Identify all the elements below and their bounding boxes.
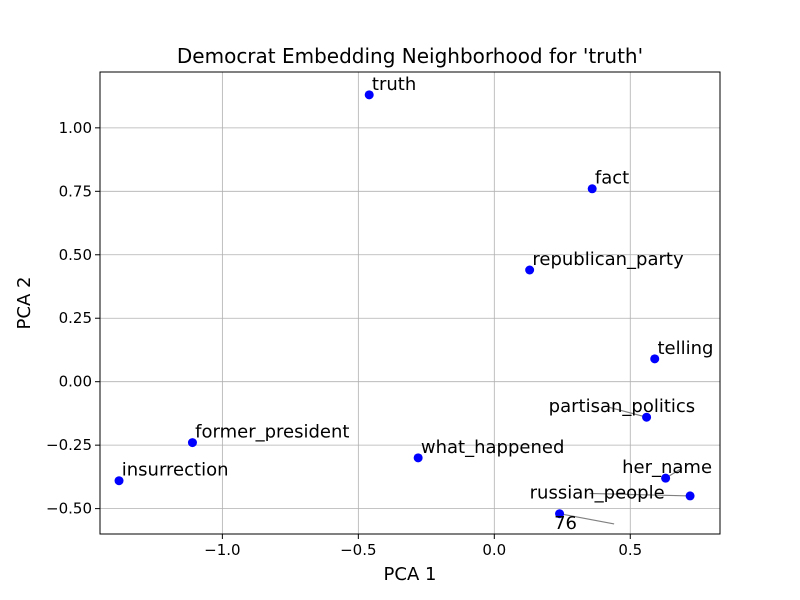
x-tick-label: 0.0: [482, 541, 506, 559]
data-point: [587, 184, 597, 194]
point-label: truth: [372, 74, 416, 95]
data-point: [555, 509, 565, 519]
y-tick-label: 0.25: [59, 309, 92, 327]
point-label: partisan_politics: [549, 396, 696, 417]
chart-title: Democrat Embedding Neighborhood for 'tru…: [177, 44, 643, 68]
y-tick-label: 0.75: [59, 182, 92, 200]
y-axis-label: PCA 2: [14, 277, 35, 330]
y-tick-label: −0.25: [46, 436, 92, 454]
x-tick-label: 0.5: [618, 541, 642, 559]
data-point: [187, 438, 197, 448]
y-tick-label: 0.00: [59, 373, 92, 391]
y-tick-label: 1.00: [59, 119, 92, 137]
x-axis-label: PCA 1: [384, 564, 437, 585]
point-label: her_name: [622, 457, 712, 478]
data-point: [114, 476, 124, 486]
data-point: [650, 354, 660, 364]
data-points: [114, 90, 695, 519]
leader-line: [589, 492, 691, 497]
point-label: what_happened: [421, 437, 565, 458]
leader-line: [608, 406, 647, 418]
point-label: russian_people: [530, 482, 665, 503]
data-point: [685, 491, 695, 501]
y-tick-label: 0.50: [59, 246, 92, 264]
point-label: insurrection: [122, 460, 229, 481]
grid-lines: [100, 72, 720, 534]
x-tick-label: −1.0: [204, 541, 240, 559]
point-label: former_president: [195, 422, 349, 443]
x-tick-label: −0.5: [340, 541, 376, 559]
point-label: 76: [554, 513, 577, 534]
data-point: [525, 265, 535, 275]
plot-frame: [99, 71, 721, 535]
point-label: telling: [657, 338, 713, 359]
data-point: [642, 412, 652, 422]
point-label: republican_party: [532, 249, 684, 270]
data-point: [413, 453, 423, 463]
y-tick-label: −0.50: [46, 500, 92, 518]
data-point: [661, 473, 671, 483]
data-point: [364, 90, 374, 100]
axis-ticks: −1.0 −0.5 0.0 0.5 −0.50 −0.25 0.00 0.25 0.50 0.75…: [46, 119, 642, 559]
leader-line: [559, 513, 615, 525]
point-label: fact: [595, 168, 629, 189]
